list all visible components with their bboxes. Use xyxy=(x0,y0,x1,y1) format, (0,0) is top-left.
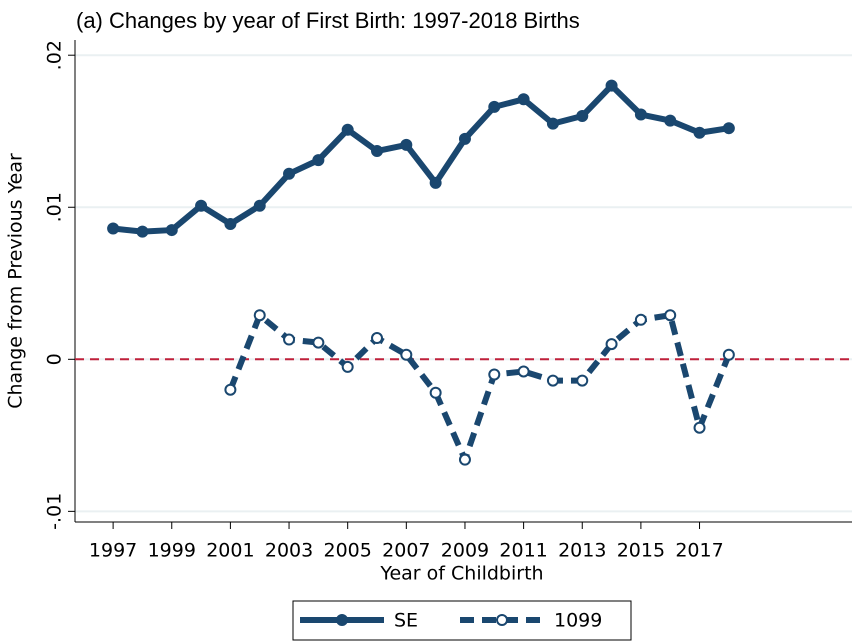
data-point xyxy=(458,132,471,145)
x-tick-label: 2003 xyxy=(265,540,313,562)
legend-label: SE xyxy=(394,610,418,632)
legend-label: 1099 xyxy=(554,610,602,632)
data-point xyxy=(664,309,677,322)
data-point xyxy=(488,368,501,381)
data-point xyxy=(429,176,442,189)
data-point xyxy=(605,79,618,92)
data-point xyxy=(693,126,706,139)
x-tick-label: 2009 xyxy=(441,540,489,562)
x-tick-label: 2017 xyxy=(675,540,723,562)
data-point xyxy=(722,122,735,135)
data-point xyxy=(429,386,442,399)
data-point xyxy=(371,144,384,157)
y-tick-label: -.01 xyxy=(44,493,66,530)
data-point xyxy=(517,365,530,378)
x-tick-label: 2015 xyxy=(617,540,665,562)
data-point xyxy=(693,421,706,434)
chart-title: (a) Changes by year of First Birth: 1997… xyxy=(76,8,580,33)
data-point xyxy=(488,100,501,113)
data-point xyxy=(576,110,589,123)
data-point xyxy=(664,114,677,127)
series-line xyxy=(112,82,730,235)
data-point xyxy=(253,199,266,212)
x-tick-label: 2013 xyxy=(558,540,606,562)
data-point xyxy=(253,309,266,322)
data-point xyxy=(283,333,296,346)
legend-marker xyxy=(336,614,348,626)
y-axis-title: Change from Previous Year xyxy=(5,153,27,409)
data-point xyxy=(165,224,178,237)
x-tick-label: 1997 xyxy=(89,540,137,562)
y-tick-label: 0 xyxy=(44,353,66,365)
data-point xyxy=(546,117,559,130)
data-point xyxy=(224,383,237,396)
x-tick-label: 2011 xyxy=(499,540,547,562)
data-point xyxy=(576,374,589,387)
data-point xyxy=(371,332,384,345)
data-point xyxy=(283,167,296,180)
data-point xyxy=(136,225,149,238)
data-point xyxy=(312,154,325,167)
x-tick-label: 2007 xyxy=(382,540,430,562)
data-point xyxy=(224,217,237,230)
data-point xyxy=(546,374,559,387)
data-point xyxy=(107,222,120,235)
data-point xyxy=(400,348,413,361)
data-point xyxy=(341,360,354,373)
x-axis-title: Year of Childbirth xyxy=(379,563,543,585)
x-tick-label: 2005 xyxy=(324,540,372,562)
series-line xyxy=(227,312,732,463)
legend-marker xyxy=(496,614,508,626)
data-point xyxy=(341,123,354,136)
data-point xyxy=(722,348,735,361)
y-tick-label: .01 xyxy=(44,192,66,222)
data-point xyxy=(312,336,325,349)
data-point xyxy=(195,199,208,212)
data-point xyxy=(634,108,647,121)
y-tick-label: .02 xyxy=(44,40,66,70)
data-point xyxy=(400,138,413,151)
x-tick-label: 1999 xyxy=(148,540,196,562)
data-point xyxy=(517,93,530,106)
data-point xyxy=(458,453,471,466)
data-point xyxy=(634,313,647,326)
x-tick-label: 2001 xyxy=(206,540,254,562)
data-point xyxy=(605,338,618,351)
